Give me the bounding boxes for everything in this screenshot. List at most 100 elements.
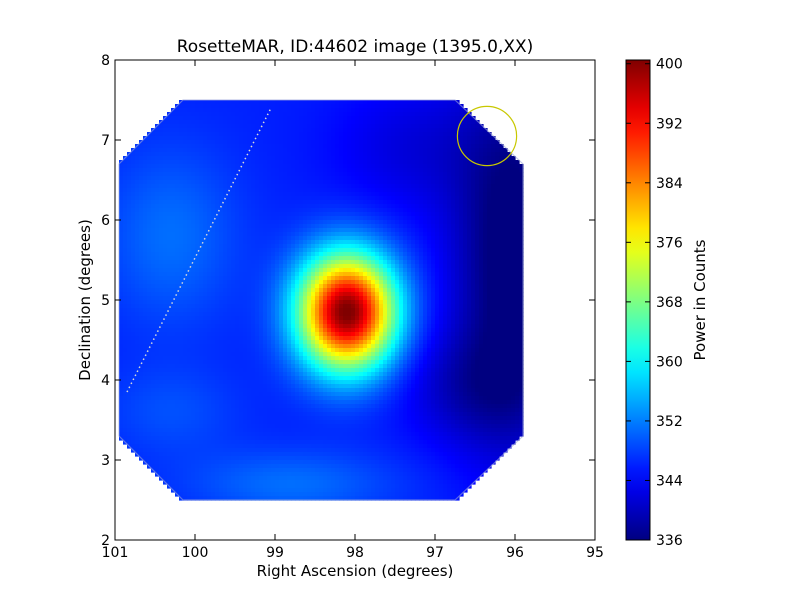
heatmap-cell [299, 216, 304, 221]
heatmap-cell [131, 244, 136, 249]
heatmap-cell [343, 280, 348, 285]
heatmap-cell [267, 236, 272, 241]
heatmap-cell [431, 256, 436, 261]
heatmap-cell [191, 196, 196, 201]
heatmap-cell [323, 132, 328, 137]
heatmap-cell [423, 280, 428, 285]
heatmap-cell [387, 140, 392, 145]
heatmap-cell [459, 168, 464, 173]
heatmap-cell [263, 196, 268, 201]
heatmap-cell [483, 148, 488, 153]
heatmap-cell [435, 272, 440, 277]
heatmap-cell [371, 296, 376, 301]
heatmap-cell [307, 292, 312, 297]
heatmap-cell [255, 180, 260, 185]
heatmap-cell [487, 204, 492, 209]
heatmap-cell [363, 208, 368, 213]
heatmap-cell [255, 140, 260, 145]
heatmap-cell [215, 192, 220, 197]
heatmap-cell [335, 300, 340, 305]
heatmap-cell [247, 208, 252, 213]
heatmap-cell [335, 100, 340, 105]
heatmap-cell [319, 160, 324, 165]
heatmap-cell [299, 156, 304, 161]
heatmap-cell [175, 140, 180, 145]
heatmap-cell [219, 288, 224, 293]
heatmap-cell [235, 124, 240, 129]
heatmap-cell [355, 220, 360, 225]
heatmap-cell [267, 240, 272, 245]
heatmap-cell [139, 304, 144, 309]
heatmap-cell [227, 284, 232, 289]
heatmap-cell [127, 252, 132, 257]
heatmap-cell [223, 136, 228, 141]
heatmap-cell [203, 124, 208, 129]
heatmap-cell [451, 216, 456, 221]
heatmap-cell [387, 156, 392, 161]
heatmap-cell [359, 136, 364, 141]
heatmap-cell [279, 136, 284, 141]
heatmap-cell [179, 120, 184, 125]
heatmap-cell [323, 276, 328, 281]
heatmap-cell [151, 256, 156, 261]
heatmap-cell [451, 280, 456, 285]
heatmap-cell [239, 124, 244, 129]
heatmap-cell [139, 228, 144, 233]
heatmap-cell [223, 104, 228, 109]
heatmap-cell [171, 136, 176, 141]
heatmap-cell [179, 260, 184, 265]
heatmap-cell [255, 152, 260, 157]
heatmap-cell [215, 128, 220, 133]
heatmap-cell [151, 272, 156, 277]
heatmap-cell [211, 156, 216, 161]
heatmap-cell [367, 296, 372, 301]
heatmap-cell [407, 100, 412, 105]
heatmap-cell [487, 304, 492, 309]
heatmap-cell [287, 116, 292, 121]
heatmap-cell [291, 140, 296, 145]
heatmap-cell [135, 256, 140, 261]
heatmap-cell [191, 296, 196, 301]
heatmap-cell [211, 228, 216, 233]
heatmap-cell [455, 304, 460, 309]
heatmap-cell [143, 268, 148, 273]
heatmap-cell [487, 140, 492, 145]
heatmap-cell [243, 128, 248, 133]
heatmap-cell [323, 208, 328, 213]
heatmap-cell [363, 192, 368, 197]
heatmap-cell [447, 240, 452, 245]
heatmap-cell [335, 164, 340, 169]
heatmap-cell [195, 204, 200, 209]
heatmap-cell [415, 184, 420, 189]
heatmap-cell [351, 152, 356, 157]
heatmap-cell [471, 252, 476, 257]
heatmap-cell [391, 172, 396, 177]
heatmap-cell [367, 272, 372, 277]
heatmap-cell [187, 292, 192, 297]
heatmap-cell [295, 132, 300, 137]
heatmap-cell [411, 232, 416, 237]
heatmap-cell [471, 188, 476, 193]
heatmap-cell [443, 164, 448, 169]
heatmap-cell [475, 292, 480, 297]
heatmap-cell [227, 300, 232, 305]
heatmap-cell [391, 176, 396, 181]
heatmap-cell [263, 228, 268, 233]
heatmap-cell [451, 160, 456, 165]
heatmap-cell [283, 140, 288, 145]
heatmap-cell [387, 184, 392, 189]
heatmap-cell [347, 152, 352, 157]
heatmap-cell [315, 260, 320, 265]
heatmap-cell [515, 224, 520, 229]
heatmap-cell [511, 204, 516, 209]
heatmap-cell [499, 244, 504, 249]
heatmap-cell [463, 264, 468, 269]
heatmap-cell [443, 176, 448, 181]
heatmap-cell [171, 148, 176, 153]
heatmap-cell [447, 112, 452, 117]
heatmap-cell [171, 300, 176, 305]
heatmap-cell [119, 224, 124, 229]
heatmap-cell [435, 184, 440, 189]
heatmap-cell [251, 168, 256, 173]
heatmap-cell [239, 264, 244, 269]
